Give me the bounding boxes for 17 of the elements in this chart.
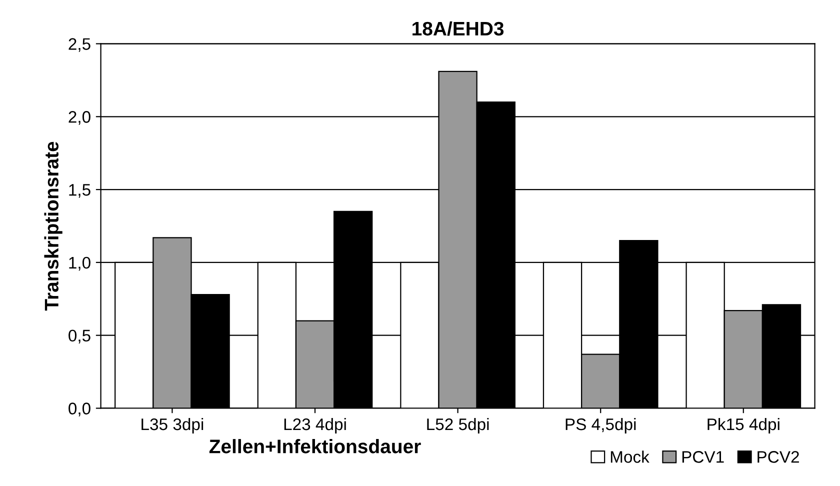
- x-tick-label: PS 4,5dpi: [566, 418, 636, 434]
- y-tick-label: 2,5: [68, 38, 90, 52]
- x-tick-label: L35 3dpi: [142, 418, 204, 434]
- y-tick-label: 0,5: [68, 330, 90, 344]
- legend-label: PCV1: [682, 451, 724, 463]
- x-tick-label: L23 4dpi: [284, 418, 346, 434]
- legend-label: PCV2: [758, 451, 799, 463]
- y-axis-title: Transkriptionsrate: [44, 142, 62, 311]
- legend-label: Mock: [610, 450, 650, 463]
- y-tick-label: 0,0: [68, 402, 90, 416]
- x-axis-title: Zellen+Infektionsdauer: [209, 439, 421, 454]
- x-tick-label: Pk15 4dpi: [708, 418, 780, 434]
- x-tick-label: L52 5dpi: [427, 418, 489, 434]
- chart-title: 18A/EHD3: [412, 21, 504, 36]
- y-tick-label: 1,5: [69, 184, 90, 198]
- y-tick-label: 1,0: [69, 256, 90, 271]
- y-tick-label: 2,0: [68, 111, 90, 125]
